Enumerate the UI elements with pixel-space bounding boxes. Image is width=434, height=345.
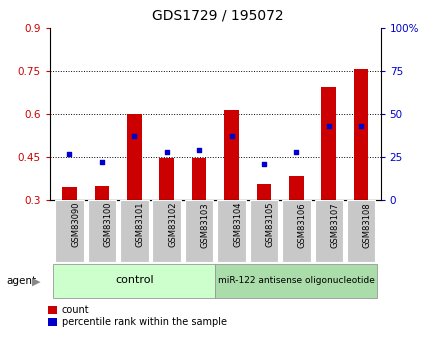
Bar (321, 87, 335, 200)
Text: GSM83101: GSM83101 (135, 202, 145, 247)
Bar (94, 186, 109, 200)
Bar (62, 187, 76, 200)
Text: agent: agent (7, 276, 36, 286)
Bar (289, 176, 303, 200)
Text: GSM83104: GSM83104 (233, 202, 242, 247)
Bar (87, 200, 116, 262)
Text: GSM83102: GSM83102 (168, 202, 177, 247)
Text: GSM83100: GSM83100 (103, 202, 112, 247)
Bar (184, 200, 213, 262)
Bar (55, 200, 83, 262)
Bar (53, 264, 215, 298)
Legend: count, percentile rank within the sample: count, percentile rank within the sample (48, 305, 227, 327)
Text: GSM83108: GSM83108 (362, 202, 371, 248)
Point (260, 161, 267, 167)
Point (131, 134, 138, 139)
Point (195, 147, 202, 153)
Text: GSM83105: GSM83105 (265, 202, 274, 247)
Point (163, 149, 170, 155)
Bar (346, 200, 375, 262)
Bar (215, 264, 377, 298)
Text: GSM83107: GSM83107 (330, 202, 339, 248)
Point (357, 123, 364, 129)
Bar (191, 158, 206, 200)
Bar (314, 200, 342, 262)
Point (292, 149, 299, 155)
Bar (152, 200, 181, 262)
Bar (217, 200, 245, 262)
Bar (159, 158, 174, 200)
Bar (256, 184, 271, 200)
Text: miR-122 antisense oligonucleotide: miR-122 antisense oligonucleotide (217, 276, 374, 285)
Text: control: control (115, 275, 153, 285)
Text: GSM83090: GSM83090 (71, 202, 80, 247)
Point (98, 159, 105, 165)
Bar (127, 114, 141, 200)
Point (325, 123, 332, 129)
Point (66, 151, 73, 156)
Bar (281, 200, 310, 262)
Bar (353, 69, 368, 200)
Text: GSM83103: GSM83103 (200, 202, 209, 248)
Bar (120, 200, 148, 262)
Point (227, 134, 234, 139)
Text: GDS1729 / 195072: GDS1729 / 195072 (151, 9, 283, 23)
Text: GSM83106: GSM83106 (297, 202, 306, 248)
Bar (249, 200, 278, 262)
Bar (224, 109, 238, 200)
Text: ▶: ▶ (32, 276, 40, 286)
